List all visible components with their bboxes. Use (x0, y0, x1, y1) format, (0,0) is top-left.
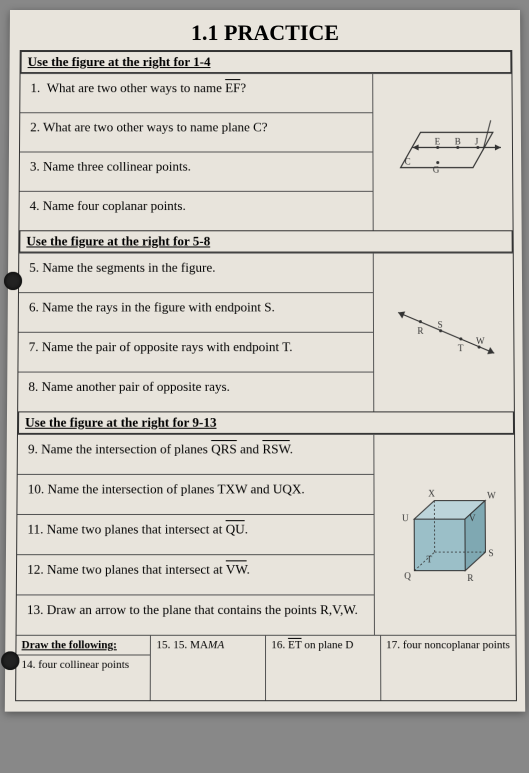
section2-body: 5. Name the segments in the figure. 6. N… (18, 253, 514, 412)
svg-text:T: T (457, 342, 463, 352)
worksheet-page: 1.1 PRACTICE Use the figure at the right… (4, 10, 524, 712)
svg-text:C: C (404, 156, 410, 166)
q9: 9. Name the intersection of planes QRS a… (17, 435, 373, 474)
q13: 13. Draw an arrow to the plane that cont… (16, 594, 373, 634)
q16: 16. ET on plane D (266, 636, 381, 700)
q1-segment: EF (225, 80, 240, 95)
parallelogram-figure: E B J C G (382, 112, 503, 193)
punch-hole (1, 651, 19, 670)
q15: 15. 15. MAMA (151, 636, 266, 700)
svg-text:S: S (488, 548, 493, 558)
section1-header: Use the figure at the right for 1-4 (20, 51, 511, 73)
svg-text:B: B (454, 136, 460, 146)
svg-text:S: S (437, 319, 442, 329)
svg-text:V: V (468, 513, 475, 523)
q11: 11. Name two planes that intersect at QU… (17, 514, 374, 554)
section2-header: Use the figure at the right for 5-8 (19, 230, 512, 252)
figure1: E B J C G (372, 74, 512, 230)
q2: 2. What are two other ways to name plane… (19, 112, 371, 151)
svg-text:Q: Q (404, 571, 411, 581)
svg-text:W: W (487, 490, 496, 500)
q4: 4. Name four coplanar points. (19, 191, 372, 230)
q3: 3. Name three collinear points. (19, 151, 372, 190)
svg-text:G: G (432, 164, 439, 174)
q14: 14. four collinear points (16, 656, 151, 701)
svg-text:W: W (475, 335, 484, 345)
page-title: 1.1 PRACTICE (19, 20, 510, 46)
worksheet-table: Use the figure at the right for 1-4 1. W… (15, 50, 517, 701)
q1: 1. What are two other ways to name EF? (20, 74, 372, 112)
svg-text:U: U (401, 513, 408, 523)
q8: 8. Name another pair of opposite rays. (18, 372, 373, 412)
draw-header: Draw the following: (16, 636, 151, 656)
section1-body: 1. What are two other ways to name EF? 2… (19, 73, 512, 230)
q7: 7. Name the pair of opposite rays with e… (18, 332, 373, 372)
svg-text:R: R (467, 573, 473, 583)
svg-text:J: J (474, 136, 478, 146)
q17: 17. four noncoplanar points (380, 636, 515, 700)
section3-body: 9. Name the intersection of planes QRS a… (16, 434, 515, 635)
figure3: X W U V T S Q R (373, 435, 515, 635)
figure2: R S T W (372, 254, 513, 412)
q6: 6. Name the rays in the figure with endp… (18, 292, 372, 332)
punch-hole (3, 272, 21, 290)
svg-text:T: T (426, 554, 432, 564)
cube-figure: X W U V T S Q R (383, 478, 505, 591)
svg-text:R: R (417, 325, 423, 335)
svg-text:X: X (428, 488, 435, 498)
q10: 10. Name the intersection of planes TXW … (17, 474, 373, 514)
q5: 5. Name the segments in the figure. (18, 254, 372, 293)
q12: 12. Name two planes that intersect at VW… (16, 554, 373, 594)
section3-header: Use the figure at the right for 9-13 (17, 411, 513, 434)
svg-text:E: E (434, 136, 440, 146)
draw-section: Draw the following: 14. four collinear p… (16, 635, 516, 700)
rays-figure: R S T W (382, 297, 503, 368)
